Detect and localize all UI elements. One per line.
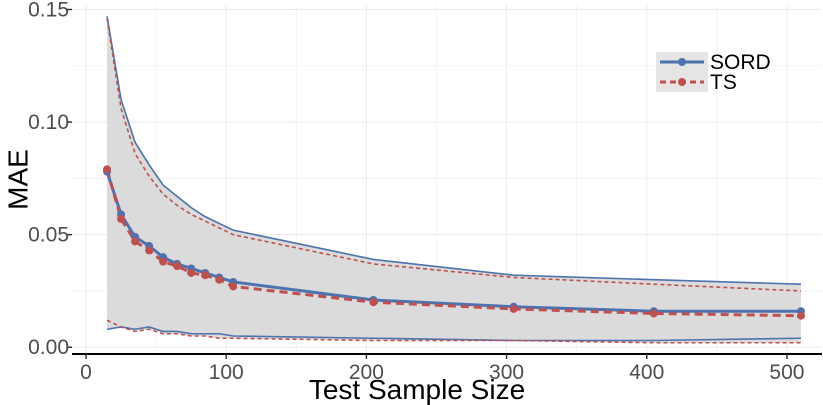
series-ts-point (796, 311, 805, 320)
series-ts-point (159, 257, 168, 266)
y-axis-title: MAE (2, 149, 33, 210)
series-ts-lower-line (106, 319, 801, 344)
series-ts-upper-line (106, 18, 802, 292)
band-boundary-lines (106, 16, 802, 344)
series-ts-point (229, 282, 238, 291)
y-tick-label: 0.05 (28, 224, 69, 247)
x-tick-label: 500 (769, 361, 804, 384)
x-tick-label: 400 (629, 361, 664, 384)
series-ts-point (369, 298, 378, 307)
series-ts-point (173, 262, 182, 271)
legend-ts-label: TS (710, 71, 737, 94)
legend-ts-marker (678, 78, 686, 86)
series-ts-point (215, 275, 224, 284)
variability-band (107, 16, 801, 343)
series-ts-point (201, 271, 210, 280)
series-ts-point (187, 268, 196, 277)
series-ts-point (145, 246, 154, 255)
x-tick-label: 300 (489, 361, 524, 384)
axes (67, 8, 822, 359)
tick-labels: 0 100 200 300 400 500 0.00 0.05 0.10 0.15 (28, 0, 804, 384)
y-tick-label: 0.15 (28, 0, 69, 22)
y-tick-label: 0.00 (28, 336, 69, 359)
series-ts-point (103, 165, 112, 174)
legend-sord-label: SORD (710, 51, 771, 74)
y-tick-label: 0.10 (28, 111, 69, 134)
series-ts-point (509, 304, 518, 313)
x-tick-label: 0 (80, 361, 92, 384)
data-points (103, 165, 805, 320)
series-sord-upper-line (106, 16, 801, 285)
legend-sord-marker (678, 58, 686, 66)
x-axis-title: Test Sample Size (309, 374, 525, 405)
series-ts-point (131, 237, 140, 246)
series-ts-point (117, 214, 126, 223)
range-band (107, 16, 801, 343)
series-ts-point (649, 309, 658, 318)
x-tick-label: 100 (209, 361, 244, 384)
x-tick-label: 200 (349, 361, 384, 384)
